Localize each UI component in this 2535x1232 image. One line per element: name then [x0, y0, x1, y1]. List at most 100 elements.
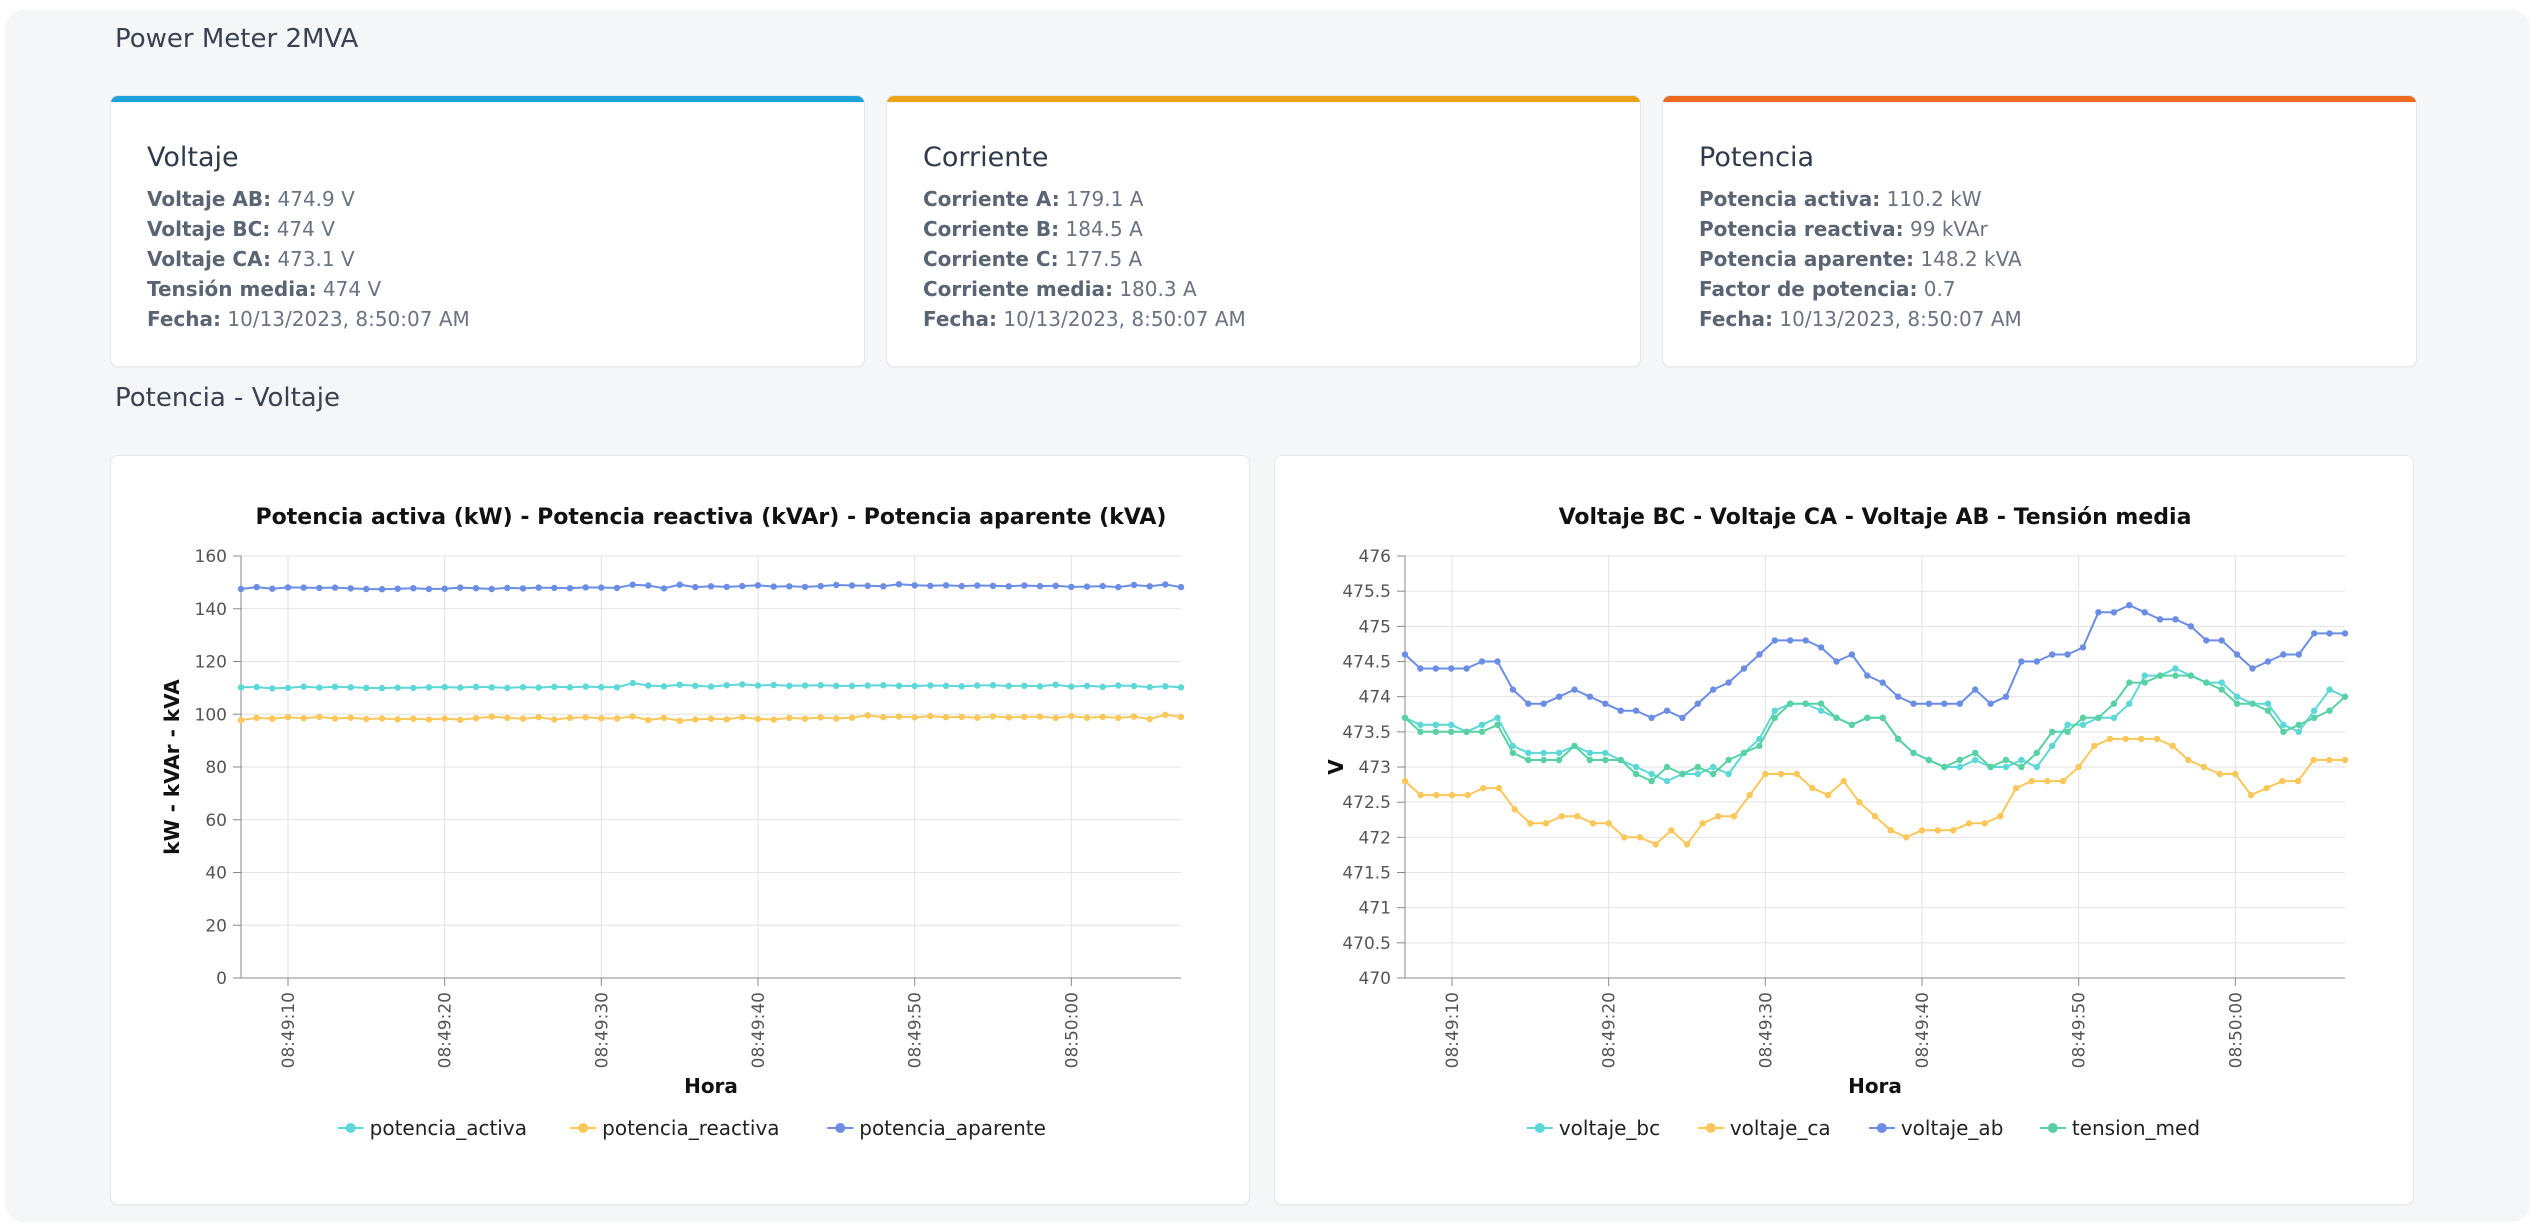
voltaje_ca-point — [1746, 791, 1753, 799]
potencia_reactiva-point — [895, 713, 903, 720]
stat-label: Voltaje BC: — [147, 217, 271, 241]
voltaje_ca-point — [2310, 756, 2317, 764]
potencia_reactiva-point — [1021, 713, 1028, 721]
tension_med-point — [1448, 728, 1455, 735]
voltaje_ca-point — [1793, 770, 1800, 778]
potencia_activa-point — [613, 684, 621, 691]
potencia_activa-point — [300, 683, 307, 690]
stat-value: 148.2 kVA — [1920, 247, 2022, 271]
potencia_activa-point — [331, 683, 339, 690]
x-tick-label: 08:49:50 — [906, 992, 926, 1068]
voltaje_ca-point — [2028, 777, 2035, 785]
potencia_aparente-point — [880, 583, 887, 590]
voltaje_ab-point — [1602, 700, 1609, 707]
page-title: Power Meter 2MVA — [115, 24, 359, 54]
tension_med-point — [2280, 728, 2287, 735]
legend-item-potencia_reactiva: potencia_reactiva — [602, 1116, 779, 1140]
potencia_aparente-point — [1005, 583, 1012, 590]
potencia_activa-point — [1068, 683, 1075, 690]
y-tick-label: 475 — [1359, 617, 1391, 637]
voltaje_ab-point — [1802, 637, 1809, 644]
voltaje_ab-point — [1663, 707, 1671, 714]
tension_med-point — [1756, 742, 1763, 750]
y-tick-label: 472.5 — [1342, 793, 1391, 813]
potencia_activa-point — [989, 682, 997, 689]
potencia_aparente-point — [911, 582, 918, 589]
chart-title: Voltaje BC - Voltaje CA - Voltaje AB - T… — [1559, 505, 2192, 530]
y-axis-label: V — [1324, 759, 1348, 775]
potencia_aparente-point — [801, 583, 809, 591]
voltaje_ca-point — [1715, 813, 1722, 820]
potencia_activa-point — [551, 683, 558, 690]
tension_med-point — [1802, 700, 1809, 707]
tension_med-point — [1910, 749, 1917, 757]
voltaje_ab-point — [2280, 651, 2287, 658]
voltaje_ca-point — [1542, 820, 1550, 827]
potencia_reactiva-point — [1005, 714, 1012, 721]
voltaje_bc-point — [1725, 770, 1732, 778]
potencia_reactiva-point — [425, 716, 433, 723]
voltaje_bc-point — [2280, 721, 2287, 728]
tension_med-point — [2187, 672, 2195, 679]
stat-row: Corriente C: 177.5 A — [923, 244, 1246, 274]
potencia_aparente-point — [895, 581, 903, 588]
potencia_reactiva-point — [1177, 713, 1185, 721]
tension_med-point — [2326, 707, 2333, 714]
potencia_activa-point — [1162, 683, 1169, 690]
voltaje_ca-point — [2153, 735, 2161, 743]
y-tick-label: 20 — [205, 916, 227, 936]
tension_med-point — [2295, 721, 2302, 728]
voltaje_bc-point — [1632, 763, 1640, 771]
potencia_activa-point — [817, 682, 824, 689]
x-tick-label: 08:49:10 — [1443, 992, 1463, 1068]
potencia_reactiva-point — [1083, 714, 1091, 721]
card-title: Voltaje — [147, 142, 239, 173]
voltaje_ca-point — [2200, 763, 2208, 771]
voltaje_ab-point — [1925, 700, 1933, 707]
potencia_aparente-point — [284, 584, 292, 591]
tension_med-point — [1833, 714, 1840, 721]
voltaje_ab-point — [1725, 679, 1732, 686]
voltaje_ca-point — [1558, 813, 1565, 820]
power-card: Potencia Potencia activa: 110.2 kW Poten… — [1662, 95, 2417, 367]
voltaje_ca-point — [1495, 784, 1503, 792]
potencia_aparente-point — [598, 584, 605, 591]
potencia_activa-point — [958, 683, 965, 690]
voltaje_ab-point — [1540, 700, 1547, 707]
potencia_aparente-point — [300, 584, 307, 591]
x-tick-label: 08:49:40 — [749, 992, 769, 1068]
stat-row: Voltaje CA: 473.1 V — [147, 244, 470, 274]
potencia_aparente-point — [660, 585, 668, 592]
tension_med-point — [1956, 756, 1963, 764]
stat-value: 10/13/2023, 8:50:07 AM — [1003, 307, 1246, 331]
power-stat-list: Potencia activa: 110.2 kW Potencia react… — [1699, 184, 2022, 334]
potencia_activa-point — [927, 682, 934, 689]
stat-value: 474.9 V — [277, 187, 355, 211]
voltaje_ca-point — [1464, 791, 1471, 799]
potencia_activa-point — [410, 684, 417, 692]
voltage-chart-card: Voltaje BC - Voltaje CA - Voltaje AB - T… — [1274, 455, 2414, 1205]
potencia_aparente-point — [864, 582, 871, 589]
voltaje_ab-point — [2095, 609, 2102, 616]
voltaje_ca-point — [2341, 756, 2349, 764]
voltaje_ca-point — [2279, 777, 2286, 785]
tension_med-point — [2033, 749, 2040, 757]
potencia_reactiva-point — [253, 714, 260, 722]
voltaje_ab-point — [1679, 714, 1686, 721]
voltaje_ca-point — [1636, 834, 1644, 841]
potencia_aparente-point — [316, 584, 323, 592]
potencia_aparente-point — [833, 581, 840, 589]
voltaje_bc-point — [2326, 686, 2333, 693]
tension_med-point — [1710, 770, 1717, 778]
stat-value: 474 V — [322, 277, 382, 301]
potencia_activa-point — [676, 681, 683, 688]
tension_med-point — [1987, 763, 1994, 771]
potencia_activa-point — [801, 682, 809, 689]
stat-label: Fecha: — [147, 307, 222, 331]
voltaje_bc-point — [1817, 707, 1825, 714]
voltaje_ca-point — [1401, 777, 1409, 785]
voltaje_ca-point — [1527, 820, 1534, 827]
potencia_aparente-point — [676, 581, 683, 588]
potencia_reactiva-point — [629, 713, 636, 720]
voltaje_bc-point — [1648, 770, 1655, 778]
